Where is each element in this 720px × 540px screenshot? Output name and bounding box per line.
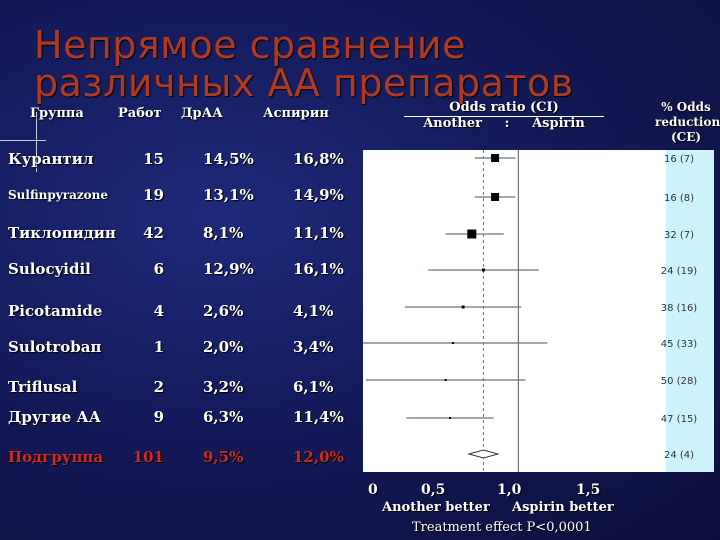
- row-other-rate: 13,1%: [203, 186, 254, 204]
- row-count: 19: [143, 186, 164, 204]
- row-other-rate: 9,5%: [203, 448, 244, 466]
- axis-tick-1-5: 1,5: [576, 482, 601, 498]
- row-aspirin-rate: 4,1%: [293, 302, 334, 320]
- reduction-value: 50 (28): [661, 376, 698, 387]
- row-count: 101: [132, 448, 164, 466]
- row-name: Другие АА: [8, 408, 101, 426]
- reduction-value: 24 (19): [661, 266, 698, 277]
- slide-title: Непрямое сравнение различных АА препарат…: [34, 26, 694, 102]
- odds-sub-sep: :: [504, 116, 510, 131]
- row-name: Triflusal: [8, 378, 78, 396]
- row-other-rate: 3,2%: [203, 378, 244, 396]
- odds-title-underline: [404, 116, 604, 117]
- decorative-line-horizontal: [0, 140, 46, 141]
- row-count: 1: [153, 338, 164, 356]
- row-count: 15: [143, 150, 164, 168]
- title-line-1: Непрямое сравнение: [34, 23, 466, 67]
- table-row: Sulocyidil 6 12,9% 16,1%: [8, 260, 358, 282]
- point-estimate-marker: [481, 268, 485, 272]
- axis-tick-0: 0: [368, 482, 378, 498]
- row-aspirin-rate: 12,0%: [293, 448, 344, 466]
- row-other-rate: 8,1%: [203, 224, 244, 242]
- row-other-rate: 12,9%: [203, 260, 254, 278]
- reduction-header-line-2: reduction: [655, 115, 720, 129]
- reduction-header-line-3: (СЕ): [670, 130, 702, 144]
- row-aspirin-rate: 6,1%: [293, 378, 334, 396]
- row-count: 6: [153, 260, 164, 278]
- table-row: Picotamide 4 2,6% 4,1%: [8, 302, 358, 324]
- table-row: Triflusal 2 3,2% 6,1%: [8, 378, 358, 400]
- reduction-value: 32 (7): [664, 230, 694, 241]
- forest-plot: 16 (7) 16 (8) 32 (7) 24 (19) 38 (16) 45 (33) 5…: [363, 150, 698, 472]
- axis-tick-0-5: 0,5: [421, 482, 446, 498]
- column-header-group: Группа: [30, 106, 84, 121]
- reduction-value-total: 24 (4): [664, 450, 694, 461]
- row-name: Picotamide: [8, 302, 103, 320]
- row-name: Sulocyidil: [8, 260, 91, 278]
- reduction-header: % Odds reduction (СЕ): [655, 100, 720, 145]
- point-estimate-marker: [491, 154, 500, 162]
- title-line-2: различных АА препаратов: [34, 61, 574, 105]
- aspirin-better-label: Aspirin better: [512, 500, 614, 515]
- odds-sub-right: Aspirin: [532, 116, 585, 131]
- row-aspirin-rate: 16,1%: [293, 260, 344, 278]
- column-header-other: ДрАА: [181, 106, 223, 121]
- reduction-value: 45 (33): [661, 339, 698, 350]
- row-other-rate: 14,5%: [203, 150, 254, 168]
- row-name: Sulotrobaп: [8, 338, 102, 356]
- row-count: 9: [153, 408, 164, 426]
- row-other-rate: 6,3%: [203, 408, 244, 426]
- row-name: Курантил: [8, 150, 94, 168]
- table-row: Sulfinpyrazone 19 13,1% 14,9%: [8, 186, 358, 208]
- odds-sub-left: Another: [423, 116, 482, 131]
- row-aspirin-rate: 11,4%: [293, 408, 344, 426]
- table-row: Тиклопидин 42 8,1% 11,1%: [8, 224, 358, 246]
- reduction-header-line-1: % Odds: [661, 100, 711, 114]
- point-estimate-marker: [491, 193, 500, 201]
- decorative-line-vertical: [36, 112, 37, 172]
- table-row: Sulotrobaп 1 2,0% 3,4%: [8, 338, 358, 360]
- row-other-rate: 2,6%: [203, 302, 244, 320]
- row-aspirin-rate: 14,9%: [293, 186, 344, 204]
- point-estimate-marker: [451, 342, 454, 344]
- row-name: Подгруппа: [8, 448, 104, 466]
- row-aspirin-rate: 11,1%: [293, 224, 344, 242]
- odds-subtitle: Another : Aspirin: [404, 116, 604, 131]
- point-estimate-marker: [461, 305, 465, 309]
- row-name: Тиклопидин: [8, 224, 116, 242]
- table-row: Другие АА 9 6,3% 11,4%: [8, 408, 358, 430]
- axis-tick-1-0: 1,0: [497, 482, 522, 498]
- reduction-value: 38 (16): [661, 303, 698, 314]
- point-estimate-marker: [449, 417, 452, 419]
- row-name: Sulfinpyrazone: [8, 188, 109, 202]
- odds-ratio-title: Odds ratio (CI): [449, 100, 559, 115]
- table-row-total: Подгруппа 101 9,5% 12,0%: [8, 448, 358, 470]
- reduction-value: 16 (8): [664, 193, 694, 204]
- column-header-aspirin: Аспирин: [263, 106, 329, 121]
- pooled-diamond: [467, 449, 500, 459]
- another-better-label: Another better: [382, 500, 490, 515]
- reduction-value: 47 (15): [661, 414, 698, 425]
- column-header-count: Работ: [118, 106, 162, 121]
- reduction-value: 16 (7): [664, 154, 694, 165]
- row-aspirin-rate: 3,4%: [293, 338, 334, 356]
- row-count: 42: [143, 224, 164, 242]
- row-other-rate: 2,0%: [203, 338, 244, 356]
- row-aspirin-rate: 16,8%: [293, 150, 344, 168]
- table-row: Курантил 15 14,5% 16,8%: [8, 150, 358, 172]
- row-count: 2: [153, 378, 164, 396]
- reduction-panel: [666, 150, 714, 472]
- treatment-effect-label: Treatment effect P<0,0001: [412, 520, 592, 535]
- point-estimate-marker: [467, 229, 477, 239]
- point-estimate-marker: [444, 379, 447, 381]
- row-count: 4: [153, 302, 164, 320]
